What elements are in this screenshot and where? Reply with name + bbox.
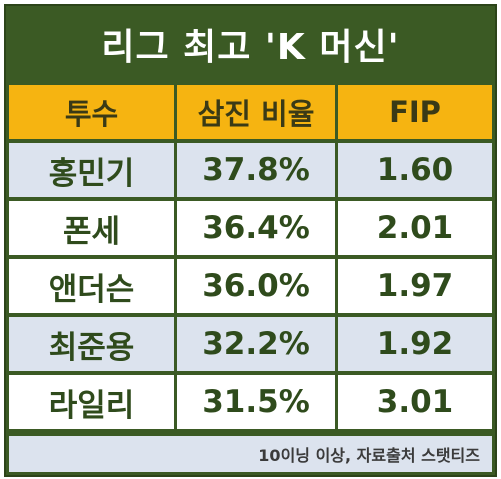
- cell-fip: 2.01: [338, 201, 492, 255]
- cell-pitcher: 홍민기: [9, 143, 174, 197]
- cell-strikeout-rate: 36.4%: [177, 201, 335, 255]
- cell-pitcher: 폰세: [9, 201, 174, 255]
- cell-strikeout-rate: 36.0%: [177, 259, 335, 313]
- header-fip: FIP: [338, 85, 492, 139]
- cell-strikeout-rate: 32.2%: [177, 317, 335, 371]
- cell-strikeout-rate: 37.8%: [177, 143, 335, 197]
- cell-fip: 3.01: [338, 375, 492, 429]
- cell-pitcher: 앤더슨: [9, 259, 174, 313]
- stats-table: 투수 삼진 비율 FIP 홍민기 37.8% 1.60 폰세 36.4% 2.0…: [9, 85, 492, 429]
- cell-strikeout-rate: 31.5%: [177, 375, 335, 429]
- source-footnote: 10이닝 이상, 자료출처 스탯티즈: [9, 436, 492, 472]
- header-pitcher: 투수: [9, 85, 174, 139]
- table-title: 리그 최고 'K 머신': [101, 27, 400, 68]
- cell-fip: 1.60: [338, 143, 492, 197]
- cell-pitcher: 최준용: [9, 317, 174, 371]
- cell-pitcher: 라일리: [9, 375, 174, 429]
- header-strikeout-rate: 삼진 비율: [177, 85, 335, 139]
- cell-fip: 1.97: [338, 259, 492, 313]
- cell-fip: 1.92: [338, 317, 492, 371]
- table-card: 리그 최고 'K 머신' 투수 삼진 비율 FIP 홍민기 37.8% 1.60…: [4, 4, 497, 477]
